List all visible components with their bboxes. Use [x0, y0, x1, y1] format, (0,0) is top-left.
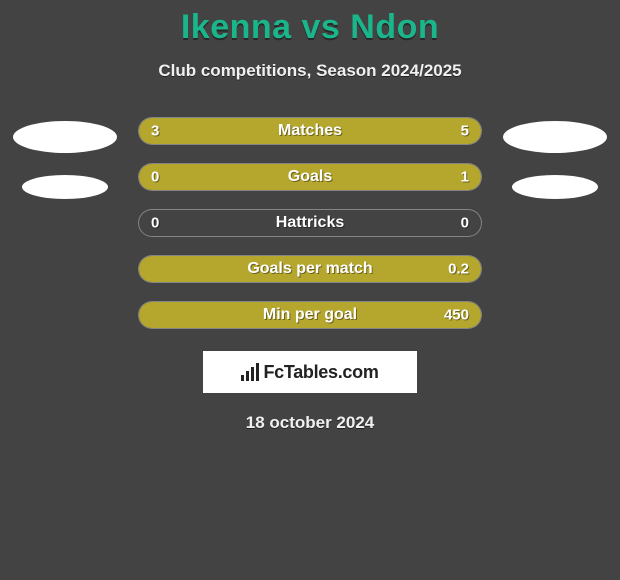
stat-bar: 0.2 Goals per match [138, 255, 482, 283]
signal-icon [241, 363, 259, 381]
right-avatars [500, 117, 610, 199]
stat-left-value: 0 [151, 215, 159, 232]
stat-label: Goals [288, 168, 332, 186]
brand-badge: FcTables.com [203, 351, 417, 393]
avatar-right-small [512, 175, 598, 199]
stat-bar: 0 1 Goals [138, 163, 482, 191]
stat-bar: 3 5 Matches [138, 117, 482, 145]
stat-bars: 3 5 Matches 0 1 Goals 0 0 Hattricks 0.2 Goals per … [138, 117, 482, 329]
comparison-panel: 3 5 Matches 0 1 Goals 0 0 Hattricks 0.2 Goals per … [0, 117, 620, 329]
stat-bar: 450 Min per goal [138, 301, 482, 329]
date-label: 18 october 2024 [0, 413, 620, 433]
stat-right-value: 0 [461, 215, 469, 232]
stat-right-value: 5 [461, 123, 469, 140]
stat-right-value: 450 [444, 307, 469, 324]
stat-label: Matches [278, 122, 342, 140]
stat-label: Goals per match [247, 260, 372, 278]
stat-label: Hattricks [276, 214, 344, 232]
left-avatars [10, 117, 120, 199]
stat-bar: 0 0 Hattricks [138, 209, 482, 237]
subtitle: Club competitions, Season 2024/2025 [0, 61, 620, 81]
avatar-left-big [13, 121, 117, 153]
stat-right-value: 0.2 [448, 261, 469, 278]
stat-left-value: 0 [151, 169, 159, 186]
brand-text: FcTables.com [263, 362, 378, 383]
stat-left-value: 3 [151, 123, 159, 140]
stat-right-value: 1 [461, 169, 469, 186]
avatar-left-small [22, 175, 108, 199]
stat-label: Min per goal [263, 306, 357, 324]
page-title: Ikenna vs Ndon [0, 8, 620, 47]
avatar-right-big [503, 121, 607, 153]
